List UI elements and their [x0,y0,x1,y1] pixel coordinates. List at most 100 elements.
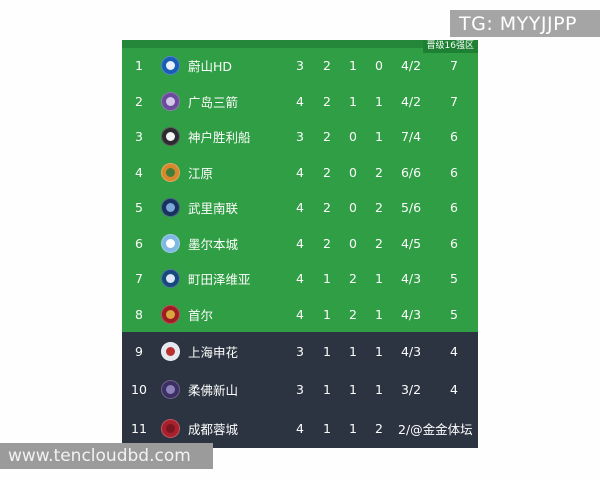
rank-number: 8 [135,306,143,322]
matches-won: 2 [323,164,331,180]
standings-row[interactable]: 2 广岛三箭 4 2 1 1 4/2 7 [122,84,478,120]
points: 5 [450,306,458,322]
points: 4 [450,343,458,359]
matches-played: 3 [296,129,304,145]
goals-for-against: 2/@金金体坛 [398,421,473,437]
matches-played: 4 [296,271,304,287]
matches-won: 1 [323,382,331,398]
site-watermark-text: www.tencloudbd.com [8,446,191,466]
team-logo-inner [165,385,175,395]
matches-won: 1 [323,343,331,359]
standings-row[interactable]: 1 蔚山HD 3 2 1 0 4/2 7 [122,48,478,84]
goals-for-against: 4/3 [400,306,422,322]
standings-row[interactable]: 6 墨尔本城 4 2 0 2 4/5 6 [122,226,478,262]
matches-won: 1 [323,420,331,436]
table-top-bar: 晋级16强区 [122,40,478,53]
goals-for-against: 6/6 [400,164,422,180]
team-logo-inner [165,96,175,106]
league-standings-table: 晋级16强区 1 蔚山HD 3 2 1 0 4/2 7 2 广岛三箭 4 2 1… [122,40,478,448]
team-logo-icon [160,233,180,253]
standings-row[interactable]: 3 神户胜利船 3 2 0 1 7/4 6 [122,119,478,155]
points: 7 [450,93,458,109]
matches-lost: 1 [375,93,383,109]
matches-lost: 1 [375,129,383,145]
standings-row[interactable]: 5 武里南联 4 2 0 2 5/6 6 [122,190,478,226]
team-logo-inner [165,238,175,248]
points: 6 [450,235,458,251]
matches-lost: 2 [375,164,383,180]
matches-played: 4 [296,93,304,109]
team-name: 柔佛新山 [188,383,239,399]
matches-lost: 2 [375,200,383,216]
standings-row[interactable]: 4 江原 4 2 0 2 6/6 6 [122,155,478,191]
points: 6 [450,164,458,180]
site-watermark-banner: www.tencloudbd.com [0,443,213,469]
team-logo-icon [160,380,180,400]
team-name: 神户胜利船 [188,130,251,146]
matches-won: 2 [323,93,331,109]
standings-row[interactable]: 10 柔佛新山 3 1 1 1 3/2 4 [122,371,478,410]
team-logo-icon [160,56,180,76]
team-logo-icon [160,341,180,361]
rank-number: 9 [135,343,143,359]
matches-drawn: 1 [349,343,357,359]
rank-number: 4 [135,164,143,180]
points: 6 [450,200,458,216]
matches-drawn: 0 [349,235,357,251]
team-logo-inner [165,61,175,71]
matches-won: 1 [323,271,331,287]
team-name: 首尔 [188,307,214,323]
goals-for-against: 4/3 [400,271,422,287]
team-name: 上海申花 [188,344,239,360]
matches-played: 3 [296,382,304,398]
standings-row[interactable]: 9 上海申花 3 1 1 1 4/3 4 [122,332,478,371]
matches-drawn: 0 [349,129,357,145]
goals-for-against: 4/3 [400,343,422,359]
matches-lost: 2 [375,235,383,251]
rank-number: 1 [135,58,143,74]
matches-drawn: 0 [349,200,357,216]
team-name: 成都蓉城 [188,421,239,437]
matches-drawn: 0 [349,164,357,180]
matches-played: 4 [296,200,304,216]
standings-row[interactable]: 7 町田泽维亚 4 1 2 1 4/3 5 [122,261,478,297]
team-logo-icon [160,418,180,438]
points: 4 [450,382,458,398]
matches-lost: 0 [375,58,383,74]
matches-played: 3 [296,343,304,359]
team-name: 广岛三箭 [188,94,239,110]
matches-won: 1 [323,306,331,322]
matches-drawn: 1 [349,58,357,74]
goals-for-against: 5/6 [400,200,422,216]
rank-number: 10 [131,382,147,398]
matches-played: 3 [296,58,304,74]
rank-number: 7 [135,271,143,287]
standings-row[interactable]: 11 成都蓉城 4 1 1 2 2/@金金体坛 [122,409,478,448]
matches-drawn: 2 [349,306,357,322]
team-logo-icon [160,304,180,324]
team-name: 墨尔本城 [188,236,239,252]
team-name: 町田泽维亚 [188,272,251,288]
matches-lost: 1 [375,382,383,398]
points: 5 [450,271,458,287]
team-logo-icon [160,198,180,218]
matches-lost: 1 [375,306,383,322]
rank-number: 11 [131,420,147,436]
matches-lost: 1 [375,343,383,359]
points: 7 [450,58,458,74]
matches-won: 2 [323,200,331,216]
team-logo-inner [165,346,175,356]
rank-number: 6 [135,235,143,251]
team-logo-icon [160,91,180,111]
team-name: 江原 [188,165,214,181]
matches-lost: 2 [375,420,383,436]
rank-number: 3 [135,129,143,145]
matches-played: 4 [296,306,304,322]
team-logo-icon [160,162,180,182]
tg-watermark-text: TG: MYYJJPP [459,12,577,35]
team-logo-inner [165,203,175,213]
matches-drawn: 1 [349,93,357,109]
tg-watermark-banner: TG: MYYJJPP [450,10,600,37]
standings-row[interactable]: 8 首尔 4 1 2 1 4/3 5 [122,297,478,333]
